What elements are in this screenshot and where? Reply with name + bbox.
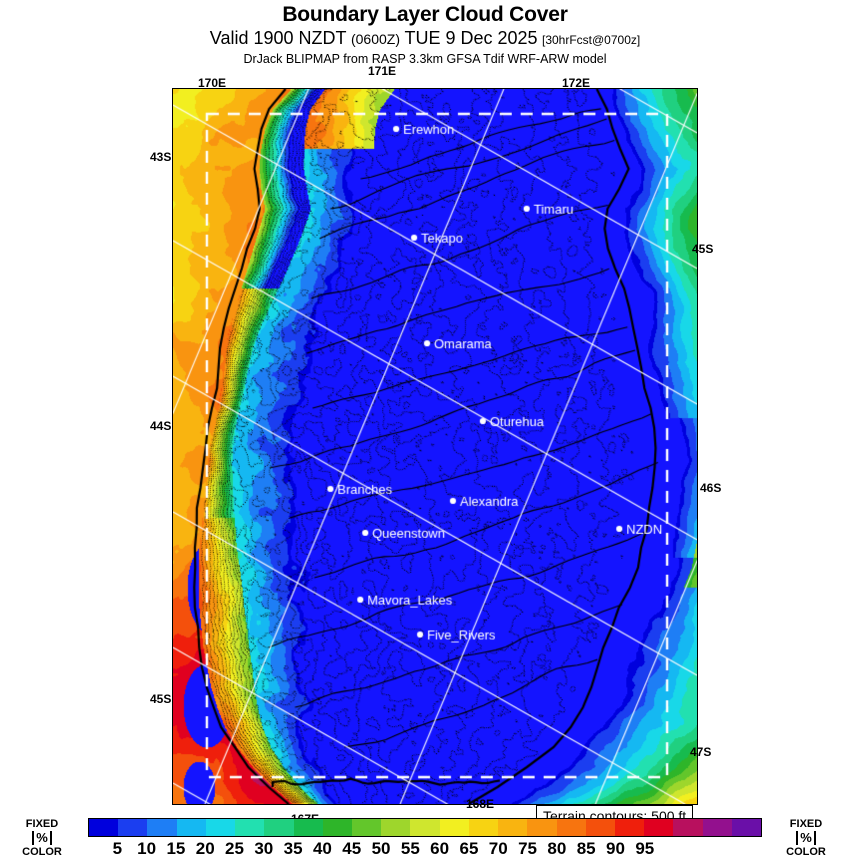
colorbar-swatch [527, 819, 557, 836]
colorbar-swatch [322, 819, 352, 836]
latitude-label: 45S [150, 692, 172, 706]
latitude-label: 45S [692, 242, 714, 256]
colorbar-swatch [381, 819, 411, 836]
colorbar-swatch [235, 819, 265, 836]
longitude-label: 168E [466, 797, 495, 811]
latitude-label: 46S [700, 481, 722, 495]
colorbar-swatch [673, 819, 703, 836]
page-title: Boundary Layer Cloud Cover [282, 3, 568, 26]
colorbar-swatch [498, 819, 528, 836]
longitude-label: 171E [368, 64, 397, 78]
colorbar-swatch [702, 819, 732, 836]
colorbar-tick: 90 [606, 839, 625, 858]
colorbar-region: FIXED % COLOR 5 10 15 20 25 30 35 40 45 50 55 60 65 7… [0, 818, 850, 860]
colorbar-tick: 85 [576, 839, 596, 858]
fixed-color-left: FIXED % COLOR [2, 818, 82, 859]
colorbar-tick: 50 [371, 839, 391, 858]
forecast-map[interactable] [172, 88, 698, 805]
colorbar-tick: 15 [166, 839, 186, 858]
colorbar-swatch [205, 819, 236, 836]
fixed-color-right-units: % [796, 831, 816, 845]
colorbar-tick: 55 [400, 839, 420, 858]
colorbar-swatch [351, 819, 382, 836]
colorbar-tick: 20 [195, 839, 215, 858]
colorbar-tick: 60 [430, 839, 450, 858]
colorbar-swatch [585, 819, 615, 836]
colorbar-swatch [468, 819, 499, 836]
valid-date: TUE 9 Dec 2025 [404, 28, 538, 48]
colorbar-tick: 80 [547, 839, 567, 858]
colorbar-tick: 75 [518, 839, 538, 858]
fixed-color-right-top: FIXED [789, 818, 823, 830]
cloud-cover-raster [173, 89, 697, 804]
colorbar-tick: 95 [635, 839, 655, 858]
longitude-label: 170E [198, 76, 227, 90]
fixed-color-left-units: % [32, 831, 52, 845]
colorbar-swatch [293, 819, 323, 836]
valid-time-utc: (0600Z) [350, 31, 400, 47]
colorbar-tick: 35 [283, 839, 303, 858]
title-block: Boundary Layer Cloud Cover Valid 1900 NZ… [0, 0, 850, 67]
latitude-label: 44S [150, 419, 172, 433]
model-source-line: DrJack BLIPMAP from RASP 3.3km GFSA Tdif… [243, 52, 607, 66]
colorbar-tick: 10 [137, 839, 157, 858]
colorbar-swatch [176, 819, 206, 836]
colorbar-swatch [614, 819, 645, 836]
colorbar-swatch [264, 819, 294, 836]
longitude-label: 172E [562, 76, 591, 90]
fixed-color-right: FIXED % COLOR [766, 818, 846, 859]
forecast-tag: [30hrFcst@0700z] [541, 33, 641, 47]
colorbar-swatch [89, 819, 119, 836]
valid-time-prefix: Valid 1900 NZDT [209, 28, 347, 48]
colorbar-tick: 65 [459, 839, 479, 858]
colorbar-tick: 25 [225, 839, 244, 858]
colorbar-tick: 40 [312, 839, 332, 858]
colorbar-tick: 45 [342, 839, 362, 858]
cloud-cover-colorbar [88, 818, 762, 837]
colorbar-tick-labels: 5 10 15 20 25 30 35 40 45 50 55 60 65 70 75 80 85 90 95 [88, 839, 762, 859]
colorbar-tick: 70 [488, 839, 508, 858]
colorbar-swatch [147, 819, 177, 836]
fixed-color-right-bottom: COLOR [786, 846, 826, 858]
fixed-color-left-top: FIXED [25, 818, 59, 830]
latitude-label: 47S [690, 745, 712, 759]
colorbar-tick: 30 [254, 839, 274, 858]
colorbar-swatch [439, 819, 469, 836]
colorbar-swatch [556, 819, 586, 836]
valid-time-line: Valid 1900 NZDT (0600Z) TUE 9 Dec 2025 [… [0, 27, 850, 51]
colorbar-swatch [644, 819, 674, 836]
latitude-label: 43S [150, 150, 172, 164]
colorbar-tick: 5 [112, 839, 123, 858]
colorbar-swatch [118, 819, 148, 836]
colorbar-swatch [410, 819, 440, 836]
fixed-color-left-bottom: COLOR [22, 846, 62, 858]
colorbar-swatch [731, 819, 762, 836]
